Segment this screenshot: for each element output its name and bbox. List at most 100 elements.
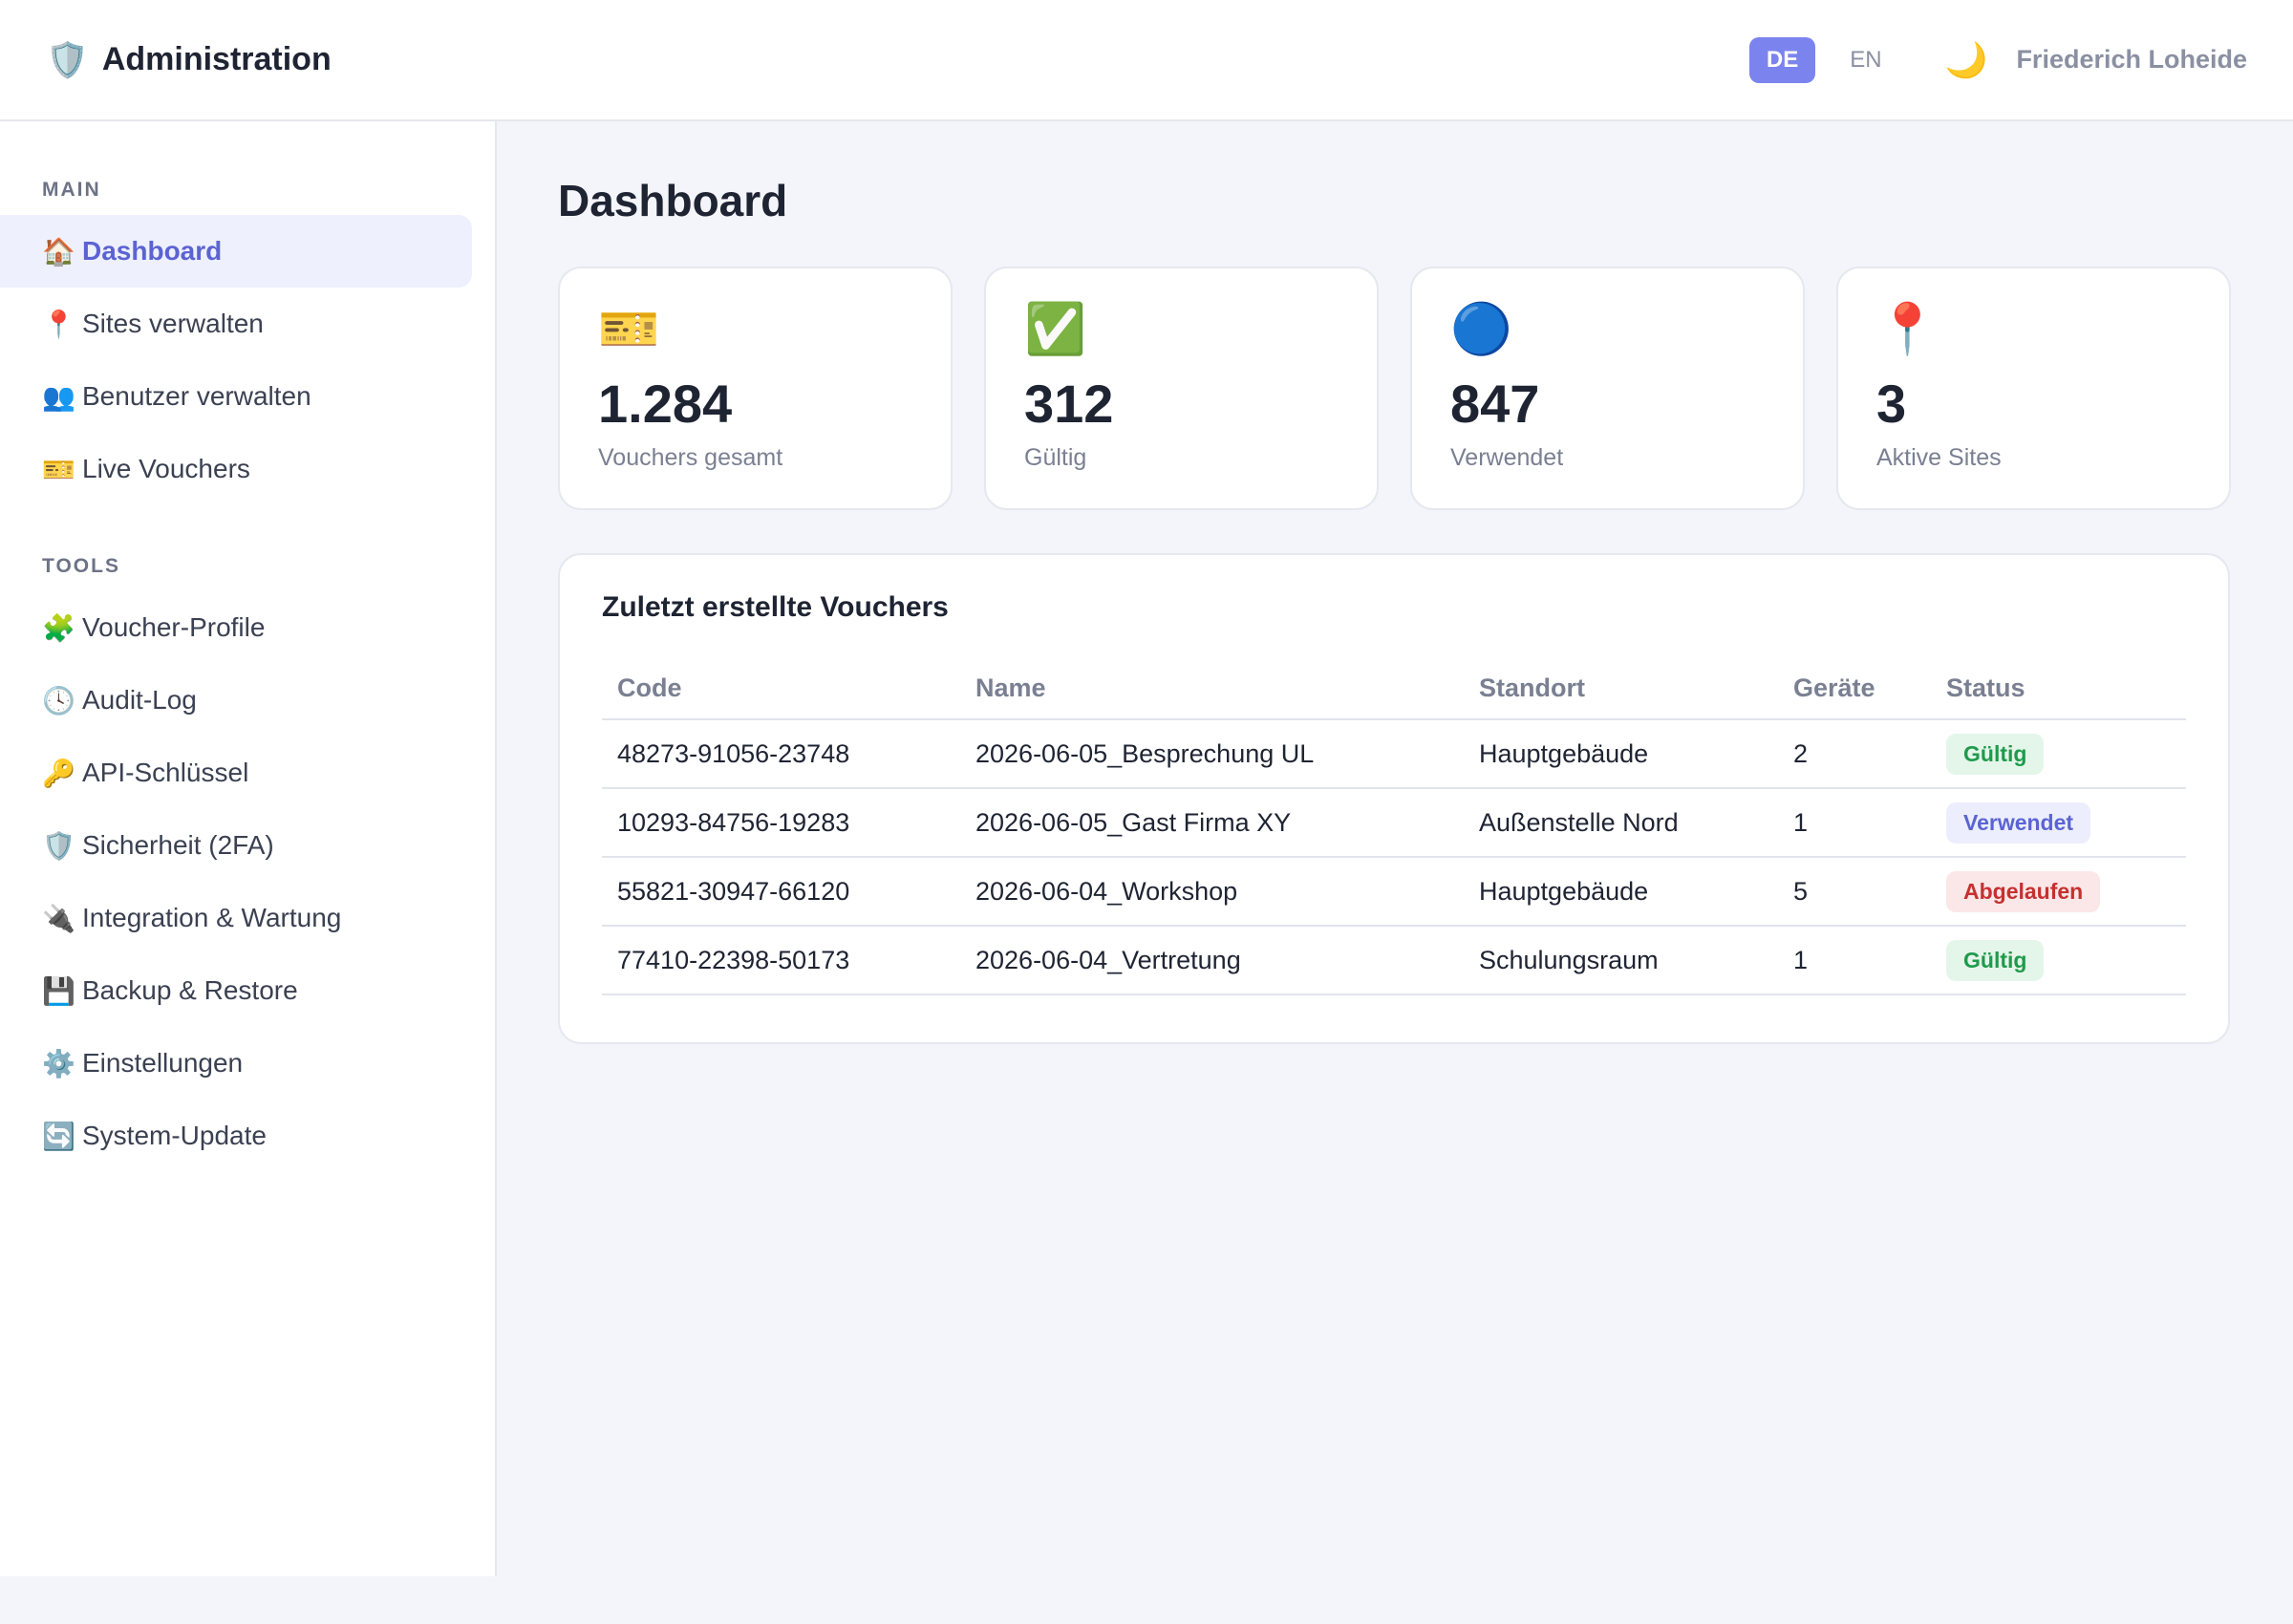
gear-icon: ⚙️: [42, 1048, 75, 1079]
stat-label: Aktive Sites: [1876, 444, 2002, 471]
voucher-site: Hauptgebäude: [1464, 719, 1778, 789]
sidebar-item-system-update[interactable]: 🔄 System-Update: [0, 1100, 472, 1172]
table-row[interactable]: 77410-22398-50173 2026-06-04_Vertretung …: [602, 926, 2186, 995]
recent-vouchers-title: Zuletzt erstellte Vouchers: [602, 591, 949, 623]
voucher-site: Schulungsraum: [1464, 926, 1778, 995]
pin-icon: 📍: [42, 309, 75, 339]
stat-card-valid: ✅ 312 Gültig: [984, 267, 1379, 510]
stat-card-used: 🔵 847 Verwendet: [1410, 267, 1805, 510]
pin-icon: 📍: [1876, 302, 1939, 357]
sidebar-item-api-keys[interactable]: 🔑 API-Schlüssel: [0, 737, 472, 809]
blue-circle-icon: 🔵: [1450, 302, 1512, 357]
voucher-code: 10293-84756-19283: [602, 788, 960, 858]
voucher-name: 2026-06-05_Gast Firma XY: [960, 788, 1464, 858]
user-name[interactable]: Friederich Loheide: [2016, 45, 2247, 74]
app-title: Administration: [101, 41, 332, 77]
sidebar-item-label: Live Vouchers: [82, 454, 250, 483]
column-header-name[interactable]: Name: [960, 658, 1464, 720]
voucher-status-cell: Verwendet: [1931, 788, 2186, 858]
stat-label: Vouchers gesamt: [598, 444, 783, 471]
stat-card-total: 🎫 1.284 Vouchers gesamt: [558, 267, 953, 510]
sidebar-item-label: System-Update: [82, 1121, 267, 1150]
top-right-controls: DE EN 🌙 Friederich Loheide: [1748, 36, 2247, 83]
sidebar-item-settings[interactable]: ⚙️ Einstellungen: [0, 1027, 472, 1100]
stat-value: 3: [1876, 374, 1907, 434]
voucher-name: 2026-06-04_Vertretung: [960, 926, 1464, 995]
sidebar-item-label: Dashboard: [82, 236, 223, 266]
table-header-row: Code Name Standort Geräte Status: [602, 658, 2186, 720]
column-header-devices[interactable]: Geräte: [1778, 658, 1931, 720]
ticket-icon: 🎫: [42, 454, 75, 484]
refresh-icon: 🔄: [42, 1121, 75, 1151]
sidebar-item-security[interactable]: 🛡️ Sicherheit (2FA): [0, 809, 472, 882]
voucher-code: 77410-22398-50173: [602, 926, 960, 995]
clock-icon: 🕓: [42, 685, 75, 716]
voucher-status-cell: Gültig: [1931, 926, 2186, 995]
key-icon: 🔑: [42, 758, 75, 788]
sidebar-item-backup[interactable]: 💾 Backup & Restore: [0, 954, 472, 1027]
voucher-devices: 1: [1778, 788, 1931, 858]
sidebar-section-main: MAIN: [42, 179, 101, 201]
stat-label: Gültig: [1024, 444, 1087, 471]
language-en-button[interactable]: EN: [1832, 37, 1898, 83]
voucher-devices: 2: [1778, 719, 1931, 789]
status-badge: Gültig: [1946, 733, 2045, 775]
stat-label: Verwendet: [1450, 444, 1564, 471]
sidebar-item-label: Backup & Restore: [82, 975, 298, 1005]
status-badge: Verwendet: [1946, 801, 2091, 844]
voucher-devices: 5: [1778, 857, 1931, 927]
recent-vouchers-card: Zuletzt erstellte Vouchers Code Name Sta…: [558, 553, 2230, 1044]
voucher-status-cell: Abgelaufen: [1931, 857, 2186, 927]
top-bar: 🛡️ Administration DE EN 🌙 Friederich Loh…: [0, 0, 2293, 121]
status-badge: Gültig: [1946, 939, 2045, 981]
stat-value: 847: [1450, 374, 1540, 434]
sidebar: MAIN 🏠 Dashboard 📍 Sites verwalten 👥 Ben…: [0, 121, 497, 1576]
column-header-code[interactable]: Code: [602, 658, 960, 720]
voucher-status-cell: Gültig: [1931, 719, 2186, 789]
sidebar-item-audit-log[interactable]: 🕓 Audit-Log: [0, 664, 472, 737]
shield-icon: 🛡️: [42, 830, 75, 861]
moon-icon[interactable]: 🌙: [1944, 39, 1988, 79]
voucher-site: Außenstelle Nord: [1464, 788, 1778, 858]
sidebar-item-label: Sicherheit (2FA): [82, 830, 274, 860]
table-row[interactable]: 55821-30947-66120 2026-06-04_Workshop Ha…: [602, 857, 2186, 927]
column-header-site[interactable]: Standort: [1464, 658, 1778, 720]
language-de-button[interactable]: DE: [1748, 36, 1816, 83]
sidebar-item-users[interactable]: 👥 Benutzer verwalten: [0, 360, 472, 433]
table-row[interactable]: 48273-91056-23748 2026-06-05_Besprechung…: [602, 719, 2186, 789]
status-badge: Abgelaufen: [1946, 870, 2101, 912]
voucher-site: Hauptgebäude: [1464, 857, 1778, 927]
sidebar-item-voucher-profiles[interactable]: 🧩 Voucher-Profile: [0, 591, 472, 664]
sidebar-section-tools: TOOLS: [42, 555, 120, 577]
sidebar-item-label: API-Schlüssel: [82, 758, 249, 787]
check-icon: ✅: [1024, 302, 1086, 357]
plug-icon: 🔌: [42, 903, 75, 933]
sidebar-item-label: Voucher-Profile: [82, 612, 266, 642]
column-header-status[interactable]: Status: [1931, 658, 2186, 720]
stat-value: 312: [1024, 374, 1114, 434]
puzzle-icon: 🧩: [42, 612, 75, 643]
voucher-code: 48273-91056-23748: [602, 719, 960, 789]
sidebar-item-dashboard[interactable]: 🏠 Dashboard: [0, 215, 472, 288]
sidebar-item-label: Einstellungen: [82, 1048, 244, 1078]
recent-vouchers-table: Code Name Standort Geräte Status 48273-9…: [602, 658, 2186, 995]
sidebar-item-label: Sites verwalten: [82, 309, 264, 338]
language-switcher: DE EN: [1748, 36, 1899, 83]
voucher-name: 2026-06-05_Besprechung UL: [960, 719, 1464, 789]
stat-card-active-sites: 📍 3 Aktive Sites: [1836, 267, 2231, 510]
home-icon: 🏠: [42, 236, 75, 267]
sidebar-item-label: Integration & Wartung: [82, 903, 342, 932]
page-title: Dashboard: [558, 176, 788, 225]
floppy-icon: 💾: [42, 975, 75, 1006]
table-row[interactable]: 10293-84756-19283 2026-06-05_Gast Firma …: [602, 788, 2186, 858]
sidebar-item-sites[interactable]: 📍 Sites verwalten: [0, 288, 472, 360]
shield-icon: 🛡️: [46, 39, 89, 79]
stat-value: 1.284: [598, 374, 733, 434]
voucher-devices: 1: [1778, 926, 1931, 995]
users-icon: 👥: [42, 381, 75, 412]
sidebar-item-label: Audit-Log: [82, 685, 197, 715]
voucher-code: 55821-30947-66120: [602, 857, 960, 927]
sidebar-item-live-vouchers[interactable]: 🎫 Live Vouchers: [0, 433, 472, 505]
sidebar-item-integration[interactable]: 🔌 Integration & Wartung: [0, 882, 472, 954]
brand: 🛡️ Administration: [46, 41, 332, 78]
